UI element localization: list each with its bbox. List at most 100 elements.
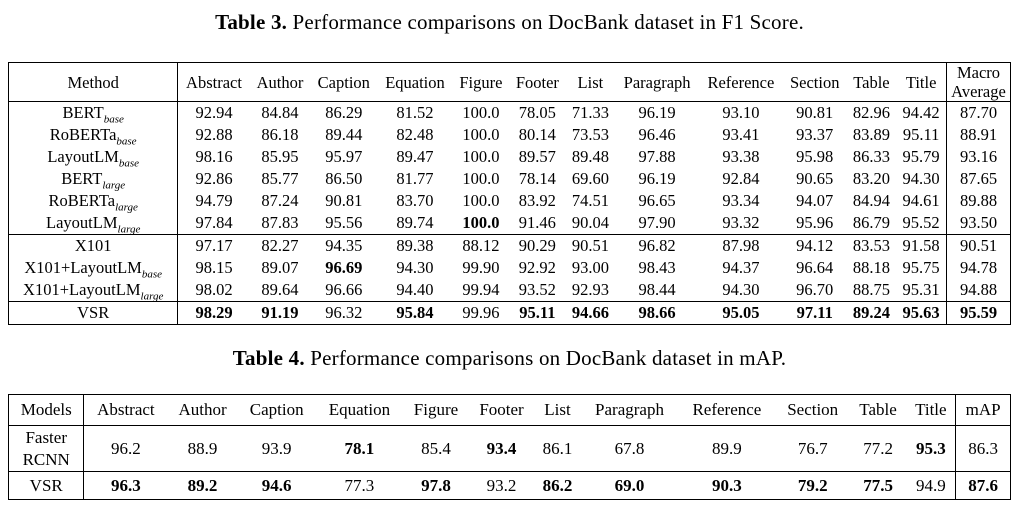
- value-cell: 100.0: [462, 103, 500, 122]
- value-cell: 94.78: [959, 258, 998, 277]
- value-cell: 95.31: [896, 279, 948, 302]
- table4-header: Models Abstract Author Caption Equation Figur…: [8, 394, 1011, 426]
- value-cell: 77.3: [315, 471, 404, 500]
- table-row: X101+LayoutLMlarge 98.02 89.64 96.66 94.40 99…: [8, 279, 1011, 302]
- value-cell: 97.17: [177, 234, 250, 257]
- column-header: Section: [775, 394, 850, 426]
- column-header: Table: [849, 394, 907, 426]
- column-header: Caption: [237, 394, 316, 426]
- value-cell: 87.6: [955, 471, 1011, 500]
- table4-map-scores: Models Abstract Author Caption Equation Figur…: [8, 394, 1011, 500]
- value-cell: 97.11: [782, 301, 847, 325]
- value-cell: 94.30: [396, 258, 434, 277]
- column-header: Footer: [468, 394, 535, 426]
- value-cell: 90.3: [678, 471, 776, 500]
- value-cell: 81.77: [396, 169, 434, 188]
- method-cell: RoBERTalarge: [8, 190, 179, 213]
- value-cell: 88.75: [852, 280, 890, 299]
- value-cell: 78.14: [518, 169, 556, 188]
- value-cell: 91.58: [896, 234, 948, 257]
- value-cell: 94.37: [722, 258, 760, 277]
- column-header: Paragraph: [615, 62, 700, 102]
- value-cell: 96.66: [325, 280, 363, 299]
- value-cell: 79.2: [775, 471, 850, 500]
- value-cell: 95.75: [896, 257, 948, 279]
- value-cell: 86.29: [325, 103, 363, 122]
- value-cell: 90.04: [571, 213, 609, 232]
- value-cell: 85.95: [261, 147, 299, 166]
- value-cell: 96.64: [796, 258, 834, 277]
- value-cell: 94.88: [959, 280, 998, 299]
- column-header: Equation: [315, 394, 404, 426]
- value-cell: 92.86: [195, 169, 233, 188]
- column-header: Macro Average: [946, 62, 1011, 102]
- value-cell: 83.70: [396, 191, 434, 210]
- value-cell: 90.29: [509, 234, 566, 257]
- value-cell: 97.88: [638, 147, 676, 166]
- value-cell: 90.81: [325, 191, 363, 210]
- value-cell: 82.27: [249, 234, 311, 257]
- value-cell: 95.3: [906, 425, 957, 472]
- value-cell: 89.07: [261, 258, 299, 277]
- value-cell: 89.64: [261, 280, 299, 299]
- value-cell: 69.60: [571, 169, 609, 188]
- value-cell: 95.79: [896, 146, 948, 168]
- column-header: Figure: [452, 62, 510, 102]
- value-cell: 67.8: [614, 438, 645, 458]
- column-header: Caption: [310, 62, 378, 102]
- method-subscript: base: [116, 135, 137, 148]
- value-cell: 86.33: [852, 147, 890, 166]
- table3-header-row: Method Abstract Author Caption Equation Figur…: [8, 62, 1011, 102]
- column-header: Paragraph: [580, 394, 679, 426]
- value-cell: 88.9: [187, 438, 218, 458]
- value-cell: 100.0: [462, 125, 500, 144]
- table-row: LayoutLMbase 98.16 85.95 95.97 89.47 100.0 89.…: [8, 146, 1011, 169]
- table3-caption-label: Table 3.: [215, 10, 288, 34]
- value-cell: 99.94: [462, 280, 500, 299]
- table3-body: BERTbase 92.94 84.84 86.29 81.52 100.0 78.05 71…: [8, 101, 1011, 325]
- table-row: X101 97.17 82.27 94.35 89.38 88.12 90.29 90.51 9…: [8, 234, 1011, 257]
- value-cell: 81.52: [396, 103, 434, 122]
- value-cell: 86.79: [852, 213, 890, 232]
- value-cell: 93.41: [722, 125, 760, 144]
- value-cell: 93.00: [571, 258, 609, 277]
- value-cell: 95.59: [946, 301, 1011, 325]
- value-cell: 89.24: [846, 301, 897, 325]
- value-cell: 83.20: [852, 169, 890, 188]
- table4-header-row: Models Abstract Author Caption Equation Figur…: [8, 394, 1011, 426]
- column-header: Figure: [403, 394, 469, 426]
- value-cell: 90.51: [946, 234, 1011, 257]
- value-cell: 87.98: [699, 234, 783, 257]
- value-cell: 94.66: [565, 301, 616, 325]
- value-cell: 73.53: [571, 125, 609, 144]
- method-cell: X101: [8, 234, 179, 257]
- column-header: Abstract: [83, 394, 168, 426]
- method-cell: VSR: [8, 301, 179, 325]
- value-cell: 78.05: [518, 103, 556, 122]
- value-cell: 100.0: [462, 147, 500, 166]
- column-header: List: [565, 62, 616, 102]
- value-cell: 93.16: [959, 147, 998, 166]
- value-cell: 96.70: [796, 280, 834, 299]
- method-subscript: large: [102, 179, 126, 192]
- value-cell: 90.51: [565, 234, 616, 257]
- table3-caption-text: Performance comparisons on DocBank datas…: [292, 10, 804, 34]
- value-cell: 94.30: [722, 280, 760, 299]
- value-cell: 96.82: [615, 234, 700, 257]
- column-header: Footer: [509, 62, 566, 102]
- value-cell: 94.40: [396, 280, 434, 299]
- value-cell: 96.3: [83, 471, 168, 500]
- value-cell: 95.05: [699, 301, 783, 325]
- value-cell: 86.18: [261, 125, 299, 144]
- value-cell: 95.11: [896, 124, 948, 146]
- value-cell: 88.12: [452, 234, 510, 257]
- method-subscript: base: [141, 268, 162, 281]
- value-cell: 92.93: [571, 280, 609, 299]
- column-header: Author: [167, 394, 238, 426]
- value-cell: 97.8: [403, 471, 469, 500]
- value-cell: 77.2: [863, 438, 893, 458]
- value-cell: 90.65: [796, 169, 834, 188]
- value-cell: 94.07: [796, 191, 834, 210]
- column-header: Models: [8, 394, 85, 426]
- value-cell: 98.66: [615, 301, 700, 325]
